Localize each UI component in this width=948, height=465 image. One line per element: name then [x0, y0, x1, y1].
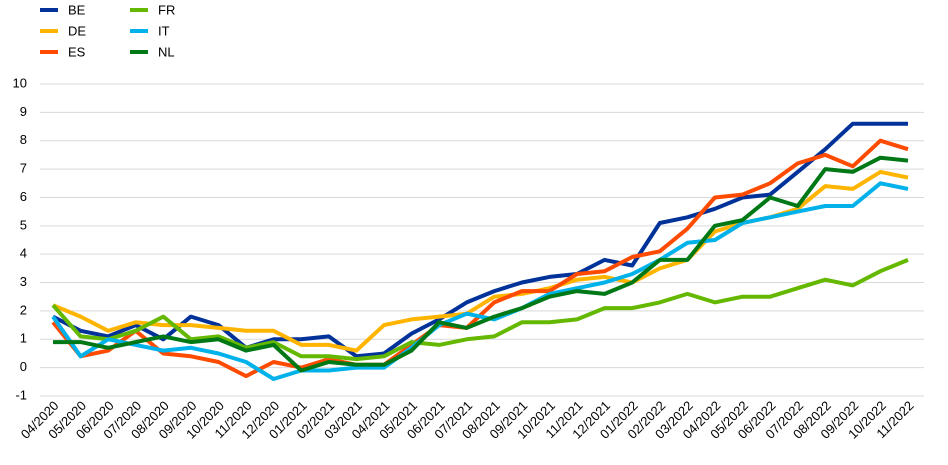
legend-label: BE: [68, 2, 86, 17]
y-tick-label: 9: [20, 104, 27, 119]
legend-label: DE: [68, 23, 86, 38]
y-tick-label: 10: [13, 75, 27, 90]
legend-label: FR: [158, 2, 175, 17]
y-tick-label: 3: [20, 274, 27, 289]
y-tick-label: 8: [20, 132, 27, 147]
y-tick-label: 2: [20, 302, 27, 317]
legend-label: ES: [68, 44, 86, 59]
y-tick-label: 5: [20, 217, 27, 232]
y-tick-label: 6: [20, 189, 27, 204]
series-line: [53, 155, 909, 373]
y-tick-label: 0: [20, 359, 27, 374]
y-tick-label: -1: [15, 387, 27, 402]
series-line: [51, 258, 909, 362]
y-tick-label: 1: [20, 331, 27, 346]
series-line: [51, 181, 909, 381]
legend-label: NL: [158, 44, 175, 59]
y-tick-label: 7: [20, 161, 27, 176]
legend-label: IT: [158, 23, 170, 38]
y-tick-label: 4: [20, 246, 27, 261]
series-line: [52, 121, 908, 359]
